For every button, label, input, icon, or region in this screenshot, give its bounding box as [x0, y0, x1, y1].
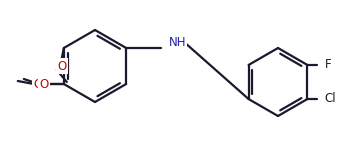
- Text: O: O: [57, 59, 67, 73]
- Text: NH: NH: [168, 36, 186, 50]
- Text: Cl: Cl: [325, 93, 336, 105]
- Text: O: O: [39, 78, 49, 90]
- Text: O: O: [33, 78, 42, 90]
- Text: F: F: [325, 59, 332, 71]
